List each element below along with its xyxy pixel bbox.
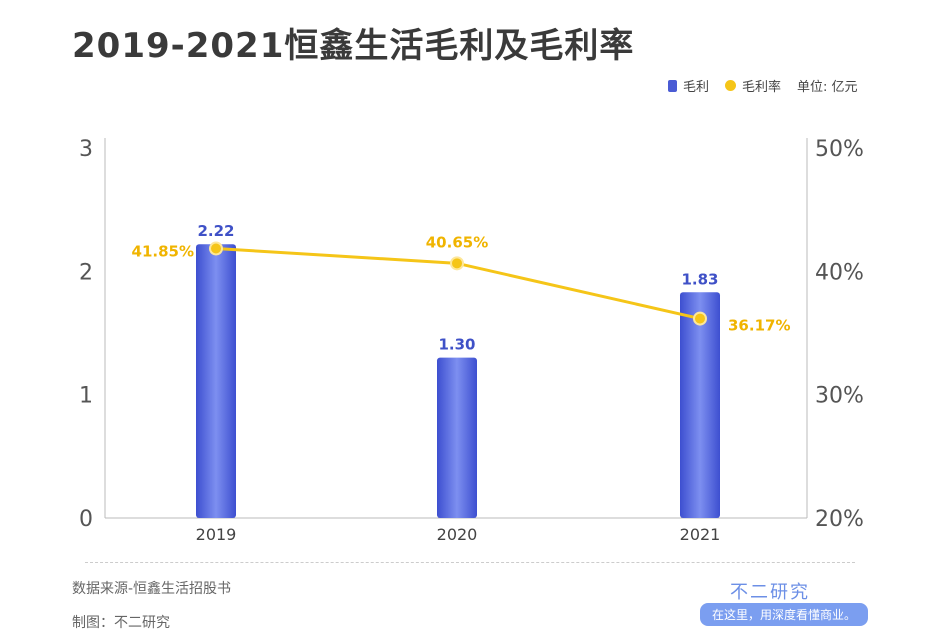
legend-line-swatch — [725, 80, 737, 91]
line-data-label: 41.85% — [132, 243, 194, 261]
x-tick-label: 2019 — [196, 525, 237, 544]
line-data-label: 40.65% — [426, 233, 488, 251]
y-left-tick-label: 0 — [79, 507, 93, 532]
y-left-tick-label: 2 — [79, 260, 93, 285]
legend-bar-swatch — [668, 79, 677, 92]
bar-gross-profit — [437, 357, 477, 518]
legend-bar-label: 毛利 — [683, 80, 710, 95]
bar-data-label: 1.83 — [681, 270, 718, 288]
bar-gross-profit — [680, 292, 720, 518]
line-point — [693, 311, 707, 326]
y-right-tick-label: 20% — [815, 507, 864, 532]
legend-line-label: 毛利率 — [742, 80, 782, 95]
y-right-tick-label: 50% — [815, 137, 864, 162]
bar-data-label: 1.30 — [438, 336, 475, 354]
source-note: 数据来源-恒鑫生活招股书 — [72, 581, 232, 597]
y-right-tick-label: 30% — [815, 384, 864, 409]
x-tick-label: 2021 — [680, 525, 721, 544]
unit-label: 单位: 亿元 — [797, 80, 858, 95]
x-tick-label: 2020 — [437, 525, 478, 544]
chart-title: 2019-2021恒鑫生活毛利及毛利率 — [72, 26, 635, 66]
y-left-tick-label: 1 — [79, 384, 93, 409]
line-point — [209, 241, 223, 256]
line-point — [450, 256, 464, 271]
bar-gross-profit — [196, 244, 236, 518]
legend: 毛利 毛利率 单位: 亿元 — [668, 76, 858, 95]
line-data-label: 36.17% — [728, 317, 790, 335]
brand-slogan: 在这里，用深度看懂商业。 — [700, 603, 869, 626]
y-left-tick-label: 3 — [79, 137, 93, 162]
brand-logo: 不二研究 — [730, 582, 810, 603]
y-right-tick-label: 40% — [815, 260, 864, 285]
maker-note: 制图：不二研究 — [72, 615, 170, 631]
footer-divider — [85, 562, 855, 563]
bar-data-label: 2.22 — [197, 222, 234, 240]
